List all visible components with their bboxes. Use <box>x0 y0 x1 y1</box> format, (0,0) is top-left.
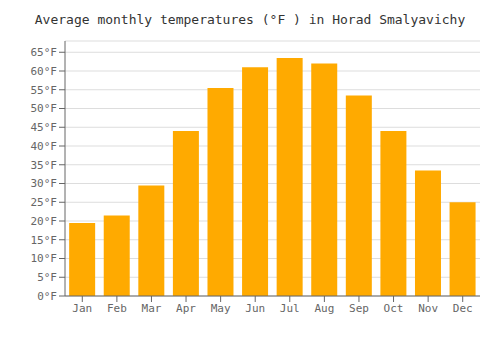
svg-text:45°F: 45°F <box>31 121 58 134</box>
svg-text:50°F: 50°F <box>31 102 58 115</box>
svg-text:30°F: 30°F <box>31 177 58 190</box>
svg-text:Sep: Sep <box>349 302 369 315</box>
svg-text:Oct: Oct <box>384 302 404 315</box>
svg-text:Mar: Mar <box>142 302 162 315</box>
svg-text:0°F: 0°F <box>37 290 57 303</box>
svg-text:Aug: Aug <box>314 302 334 315</box>
svg-text:15°F: 15°F <box>31 234 58 247</box>
svg-text:55°F: 55°F <box>31 84 58 97</box>
svg-text:Nov: Nov <box>418 302 438 315</box>
svg-text:Jun: Jun <box>245 302 265 315</box>
svg-text:25°F: 25°F <box>31 196 58 209</box>
svg-text:10°F: 10°F <box>31 252 58 265</box>
svg-text:May: May <box>211 302 231 315</box>
svg-text:Dec: Dec <box>453 302 473 315</box>
svg-text:5°F: 5°F <box>37 271 57 284</box>
svg-text:Feb: Feb <box>107 302 127 315</box>
svg-text:20°F: 20°F <box>31 215 58 228</box>
svg-text:35°F: 35°F <box>31 159 58 172</box>
svg-text:Jul: Jul <box>280 302 300 315</box>
svg-text:40°F: 40°F <box>31 140 58 153</box>
html-text:Average monthly temperatures (: Average monthly temperatures (°F ) in Ho… <box>34 12 466 27</box>
svg-text:65°F: 65°F <box>31 46 58 59</box>
svg-text:Apr: Apr <box>176 302 196 315</box>
svg-text:60°F: 60°F <box>31 65 58 78</box>
svg-text:Jan: Jan <box>72 302 92 315</box>
